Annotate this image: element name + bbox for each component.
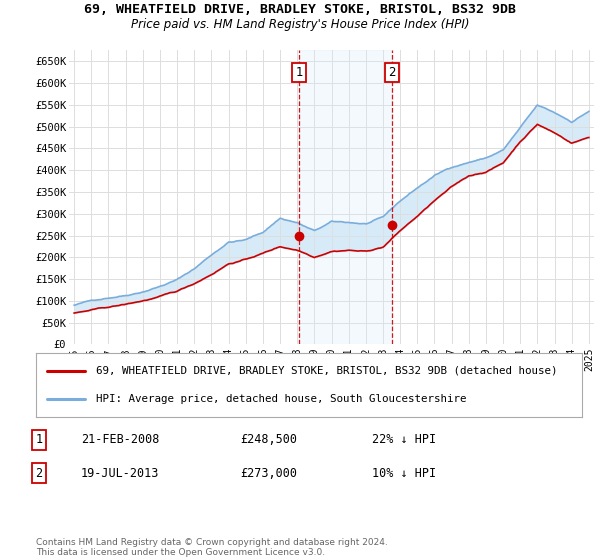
Text: HPI: Average price, detached house, South Gloucestershire: HPI: Average price, detached house, Sout… (96, 394, 467, 404)
Text: £248,500: £248,500 (240, 433, 297, 446)
Text: 2: 2 (35, 466, 43, 480)
Text: 1: 1 (296, 66, 303, 79)
Text: 1: 1 (35, 433, 43, 446)
Text: 22% ↓ HPI: 22% ↓ HPI (372, 433, 436, 446)
Text: 21-FEB-2008: 21-FEB-2008 (81, 433, 160, 446)
Text: 2: 2 (388, 66, 396, 79)
Text: 69, WHEATFIELD DRIVE, BRADLEY STOKE, BRISTOL, BS32 9DB (detached house): 69, WHEATFIELD DRIVE, BRADLEY STOKE, BRI… (96, 366, 557, 376)
Text: 69, WHEATFIELD DRIVE, BRADLEY STOKE, BRISTOL, BS32 9DB: 69, WHEATFIELD DRIVE, BRADLEY STOKE, BRI… (84, 3, 516, 16)
Text: £273,000: £273,000 (240, 466, 297, 480)
Text: 10% ↓ HPI: 10% ↓ HPI (372, 466, 436, 480)
Text: Contains HM Land Registry data © Crown copyright and database right 2024.
This d: Contains HM Land Registry data © Crown c… (36, 538, 388, 557)
Text: Price paid vs. HM Land Registry's House Price Index (HPI): Price paid vs. HM Land Registry's House … (131, 18, 469, 31)
Bar (299, 50, 392, 344)
Text: 19-JUL-2013: 19-JUL-2013 (81, 466, 160, 480)
